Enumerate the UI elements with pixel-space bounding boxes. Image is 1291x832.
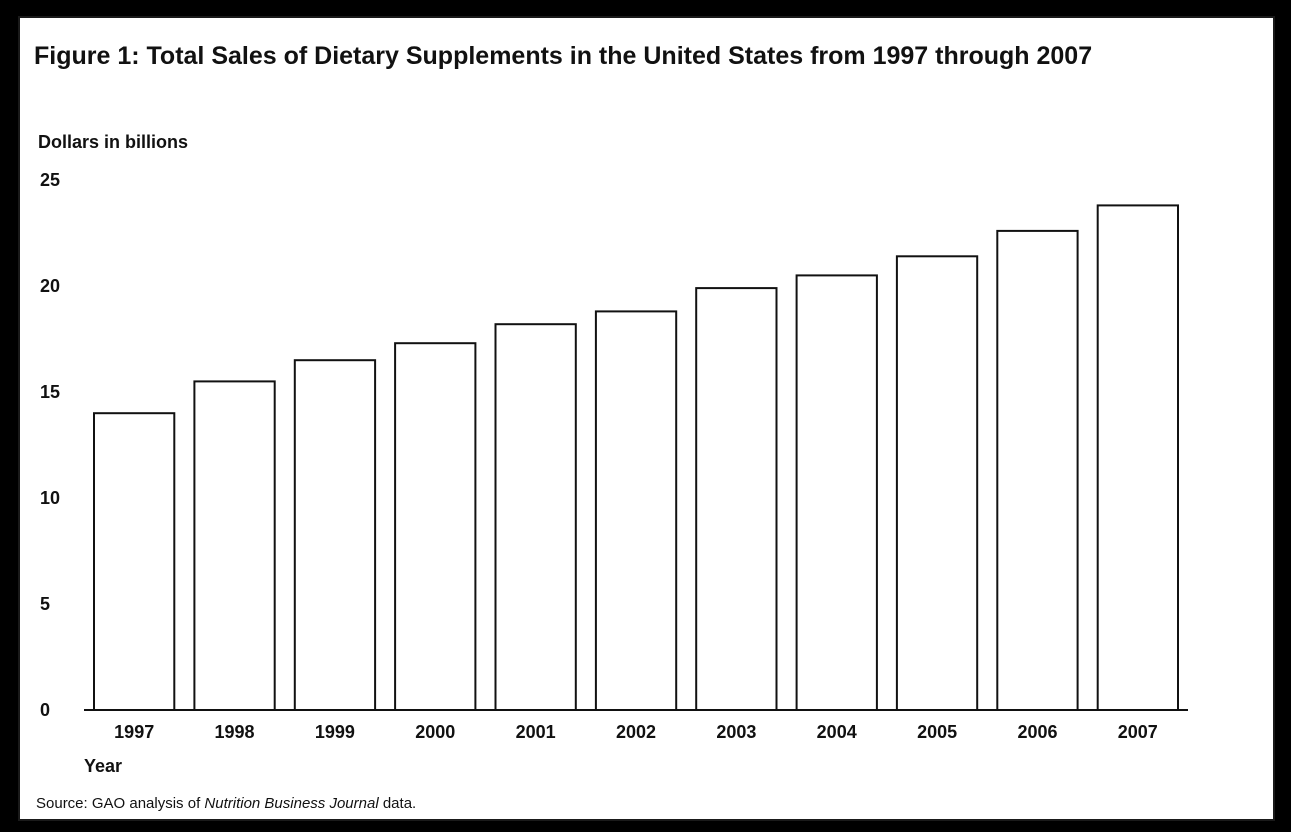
y-tick-labels: 0 5 10 15 20 25 xyxy=(40,170,60,720)
x-tick-1997: 1997 xyxy=(114,722,154,742)
y-tick-15: 15 xyxy=(40,382,60,402)
bar-2001 xyxy=(494,323,577,711)
x-tick-1998: 1998 xyxy=(214,722,254,742)
bar-1999 xyxy=(293,359,377,711)
bar-2005 xyxy=(895,255,979,711)
bar-2002 xyxy=(594,310,678,711)
y-tick-5: 5 xyxy=(40,594,50,614)
y-tick-10: 10 xyxy=(40,488,60,508)
bar-2003 xyxy=(695,287,778,711)
x-tick-2001: 2001 xyxy=(516,722,556,742)
source-note: Source: GAO analysis of Nutrition Busine… xyxy=(36,795,416,812)
bar-1997 xyxy=(93,412,176,711)
x-tick-2006: 2006 xyxy=(1017,722,1057,742)
x-tick-2000: 2000 xyxy=(415,722,455,742)
y-axis-label: Dollars in billions xyxy=(38,132,189,152)
source-journal: Nutrition Business Journal xyxy=(204,795,379,812)
source-suffix: data. xyxy=(378,795,417,812)
y-tick-0: 0 xyxy=(40,700,50,720)
x-tick-2007: 2007 xyxy=(1118,722,1158,742)
y-tick-20: 20 xyxy=(40,276,60,296)
y-tick-25: 25 xyxy=(40,170,60,190)
bar-2007 xyxy=(1096,204,1179,711)
bar-2006 xyxy=(996,229,1079,711)
bar-2000 xyxy=(394,342,477,711)
bar-1998 xyxy=(193,380,276,711)
bars-group xyxy=(93,204,1179,711)
x-tick-1999: 1999 xyxy=(315,722,355,742)
x-tick-2002: 2002 xyxy=(616,722,656,742)
x-tick-2003: 2003 xyxy=(716,722,756,742)
source-prefix: Source: GAO analysis of xyxy=(36,795,205,812)
x-tick-2005: 2005 xyxy=(917,722,957,742)
chart-title: Figure 1: Total Sales of Dietary Supplem… xyxy=(34,42,1093,70)
bar-2004 xyxy=(795,274,878,711)
x-tick-labels: 1997 1998 1999 2000 2001 2002 2003 2004 2005 2006… xyxy=(114,722,1158,742)
x-tick-2004: 2004 xyxy=(817,722,857,742)
x-axis-label: Year xyxy=(84,756,123,776)
